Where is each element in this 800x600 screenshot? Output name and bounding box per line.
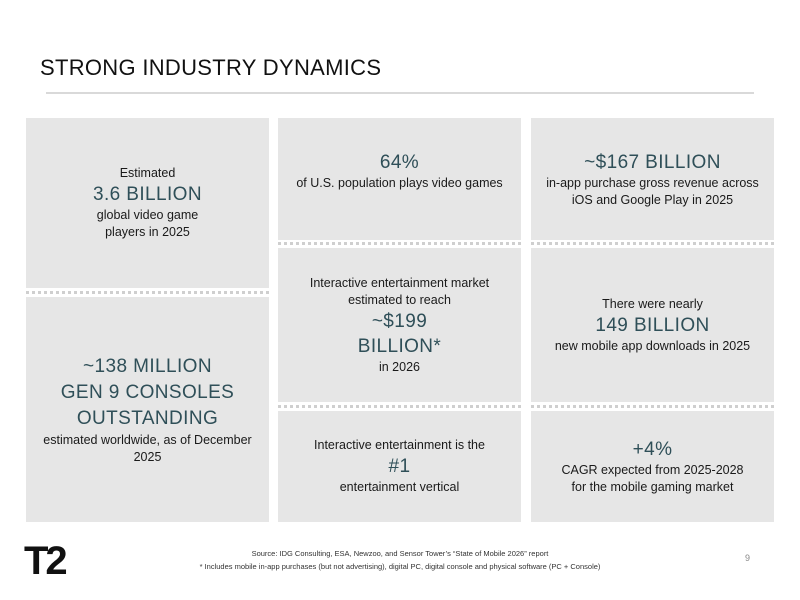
tile-consoles-value-1: ~138 MILLION <box>83 355 212 377</box>
tile-consoles-value-2: GEN 9 CONSOLES <box>60 381 235 403</box>
tile-gamers-value: 3.6 BILLION <box>93 184 202 205</box>
tile-separator <box>531 405 774 408</box>
page-title: STRONG INDUSTRY DYNAMICS <box>40 55 382 80</box>
tile-downloads-value: 149 BILLION <box>595 314 710 336</box>
tile-separator <box>278 405 521 408</box>
tile-market-value-2: BILLION* <box>357 335 442 357</box>
tile-population-post: of U.S. population plays video games <box>296 176 503 190</box>
tile-vertical-pre: Interactive entertainment is the <box>314 438 485 452</box>
tile-iap: ~$167 BILLION in-app purchase gross reve… <box>531 118 774 240</box>
tile-gamers-line2: players in 2025 <box>105 225 190 239</box>
page-number: 9 <box>744 553 750 563</box>
tile-consoles-value-3: OUTSTANDING <box>76 407 219 429</box>
source-note: Source: IDG Consulting, ESA, Newzoo, and… <box>251 549 549 558</box>
tile-downloads-post: new mobile app downloads in 2025 <box>554 338 751 353</box>
tile-market-pre-2: estimated to reach <box>348 292 451 307</box>
title-divider <box>46 92 754 94</box>
tile-gamers-line1: global video game <box>96 208 199 222</box>
tile-market-post: in 2026 <box>378 359 420 374</box>
tile-gamers-pre: Estimated <box>119 166 176 180</box>
tile-vertical-value: #1 <box>388 456 411 477</box>
footnote: * Includes mobile in-app purchases (but … <box>199 562 601 571</box>
tile-population-value: 64% <box>379 152 420 173</box>
tile-consoles: ~138 MILLION GEN 9 CONSOLES OUTSTANDING … <box>26 297 269 522</box>
tile-market-value-1: ~$199 <box>371 310 428 332</box>
tile-iap-line1: in-app purchase gross revenue across <box>546 176 759 190</box>
tile-downloads: There were nearly 149 BILLION new mobile… <box>531 248 774 402</box>
tile-cagr-line2: for the mobile gaming market <box>571 480 734 494</box>
tile-cagr: +4% CAGR expected from 2025-2028 for the… <box>531 411 774 522</box>
tile-separator <box>278 242 521 245</box>
tile-population: 64% of U.S. population plays video games <box>278 118 521 240</box>
tile-iap-value: ~$167 BILLION <box>584 152 721 173</box>
tile-downloads-pre: There were nearly <box>602 296 703 311</box>
tile-vertical-post: entertainment vertical <box>339 480 460 494</box>
tile-vertical: Interactive entertainment is the #1 ente… <box>278 411 521 522</box>
tile-iap-line2: iOS and Google Play in 2025 <box>571 193 734 207</box>
tile-cagr-value: +4% <box>632 439 673 460</box>
tile-cagr-line1: CAGR expected from 2025-2028 <box>561 463 744 477</box>
tile-separator <box>531 242 774 245</box>
tile-gamers: Estimated 3.6 BILLION global video game … <box>26 118 269 288</box>
t2-logo: T2 <box>24 540 69 578</box>
tile-separator <box>26 291 269 294</box>
tile-consoles-post: estimated worldwide, as of December 2025 <box>43 432 252 464</box>
tile-market-pre-1: Interactive entertainment market <box>309 275 490 290</box>
tile-market: Interactive entertainment market estimat… <box>278 248 521 402</box>
logo-text: T2 <box>24 540 66 578</box>
